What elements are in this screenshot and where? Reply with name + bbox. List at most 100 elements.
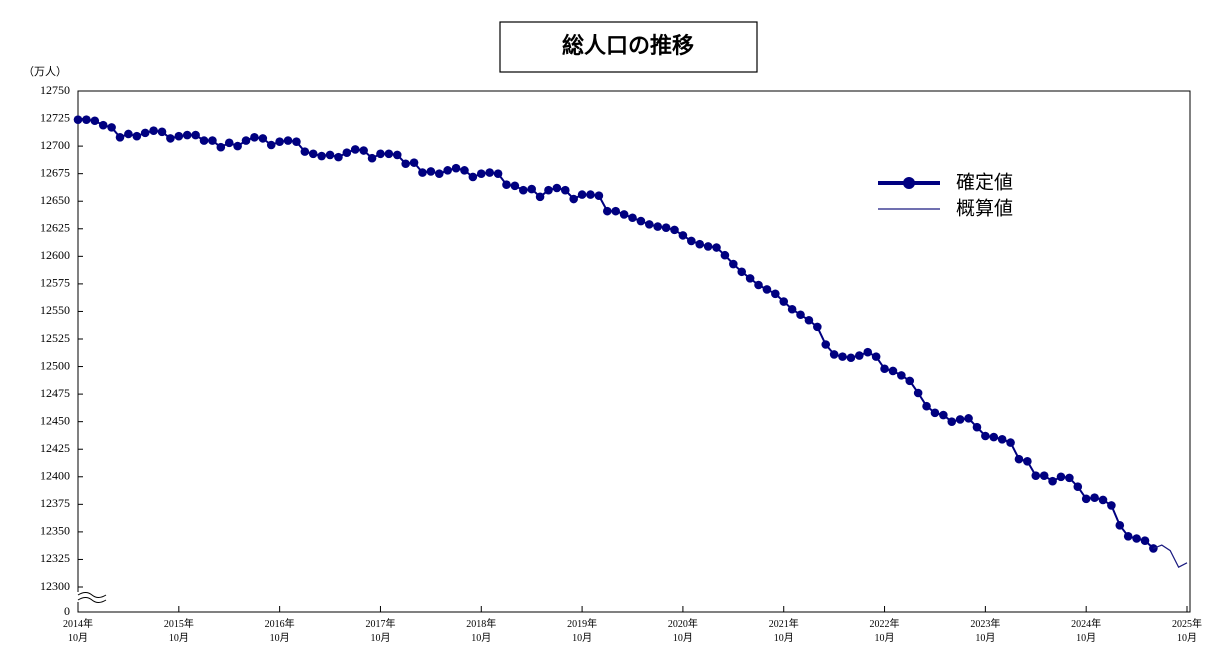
marker xyxy=(325,150,335,160)
marker xyxy=(1031,471,1041,480)
marker xyxy=(779,297,789,306)
x-tick-label: 2017年 10月 xyxy=(365,619,396,644)
y-tick-label: 12650 xyxy=(40,193,70,207)
marker xyxy=(905,376,915,386)
marker xyxy=(922,401,931,411)
legend-marker xyxy=(903,177,915,189)
marker xyxy=(720,250,730,260)
marker xyxy=(115,132,125,142)
marker xyxy=(1048,476,1057,486)
legend-label: 概算値 xyxy=(956,198,1013,220)
x-tick-label: 2022年 10月 xyxy=(869,619,900,644)
marker xyxy=(955,415,965,424)
marker xyxy=(997,435,1007,444)
marker xyxy=(1081,494,1091,504)
marker xyxy=(308,149,318,159)
marker xyxy=(813,322,822,332)
marker xyxy=(367,153,377,163)
marker xyxy=(518,185,528,195)
marker xyxy=(964,414,973,423)
marker xyxy=(224,138,234,148)
y-tick-label: 0 xyxy=(64,604,70,618)
marker xyxy=(1073,482,1083,491)
marker xyxy=(586,190,595,199)
marker xyxy=(569,194,578,204)
marker xyxy=(233,141,242,151)
x-tick-label: 2020年 10月 xyxy=(667,619,698,644)
y-tick-label: 12450 xyxy=(40,413,70,427)
marker xyxy=(283,136,293,145)
marker xyxy=(384,149,394,159)
y-unit: （万人） xyxy=(23,65,67,78)
marker xyxy=(426,167,436,176)
y-tick-label: 12600 xyxy=(40,248,70,262)
marker xyxy=(258,134,268,143)
marker xyxy=(871,352,881,361)
y-tick-label: 12725 xyxy=(40,110,70,124)
y-tick-label: 12375 xyxy=(40,496,70,510)
marker xyxy=(502,180,511,189)
marker xyxy=(376,149,385,159)
marker xyxy=(199,136,209,145)
marker xyxy=(1039,471,1049,480)
marker xyxy=(745,274,755,283)
marker xyxy=(98,120,108,130)
marker xyxy=(762,285,772,294)
marker xyxy=(443,166,452,175)
marker xyxy=(334,152,343,162)
marker xyxy=(140,128,150,138)
marker xyxy=(350,145,360,154)
marker xyxy=(317,151,326,161)
marker xyxy=(628,213,637,223)
marker xyxy=(149,126,158,135)
y-tick-label: 12425 xyxy=(40,441,70,455)
marker xyxy=(292,137,301,147)
marker xyxy=(1023,457,1032,466)
x-tick-label: 2015年 10月 xyxy=(163,619,194,644)
marker xyxy=(208,136,217,145)
marker xyxy=(729,259,738,269)
marker xyxy=(855,351,864,360)
marker xyxy=(594,191,604,201)
marker xyxy=(544,185,553,195)
marker xyxy=(476,169,486,178)
marker xyxy=(166,134,175,143)
marker xyxy=(132,131,142,141)
marker xyxy=(712,243,721,252)
marker xyxy=(191,130,200,140)
marker xyxy=(804,315,814,325)
marker xyxy=(1090,493,1099,503)
axis-break xyxy=(77,592,107,603)
marker xyxy=(947,417,957,426)
marker xyxy=(846,353,856,363)
marker xyxy=(418,168,427,177)
marker xyxy=(981,431,990,441)
marker xyxy=(409,158,419,167)
marker xyxy=(124,129,133,139)
marker xyxy=(1065,473,1074,483)
marker xyxy=(266,140,276,150)
x-tick-label: 2014年 10月 xyxy=(63,619,93,644)
marker xyxy=(645,220,654,229)
marker xyxy=(1098,495,1108,505)
axis-break-gap xyxy=(74,592,108,602)
marker xyxy=(1107,501,1116,510)
x-tick-label: 2023年 10月 xyxy=(970,619,1001,644)
marker xyxy=(401,159,410,169)
marker xyxy=(392,150,402,160)
marker xyxy=(250,132,259,142)
marker xyxy=(1014,454,1024,464)
marker xyxy=(636,216,646,226)
marker xyxy=(359,146,368,155)
marker xyxy=(1006,438,1015,447)
marker xyxy=(174,131,184,141)
marker xyxy=(678,231,688,240)
y-tick-label: 12550 xyxy=(40,303,70,317)
marker xyxy=(1123,531,1133,541)
marker xyxy=(1132,534,1141,543)
x-tick-label: 2021年 10月 xyxy=(768,619,799,644)
marker xyxy=(73,115,83,124)
marker xyxy=(796,310,805,320)
marker xyxy=(888,366,898,376)
title-box xyxy=(499,21,758,73)
